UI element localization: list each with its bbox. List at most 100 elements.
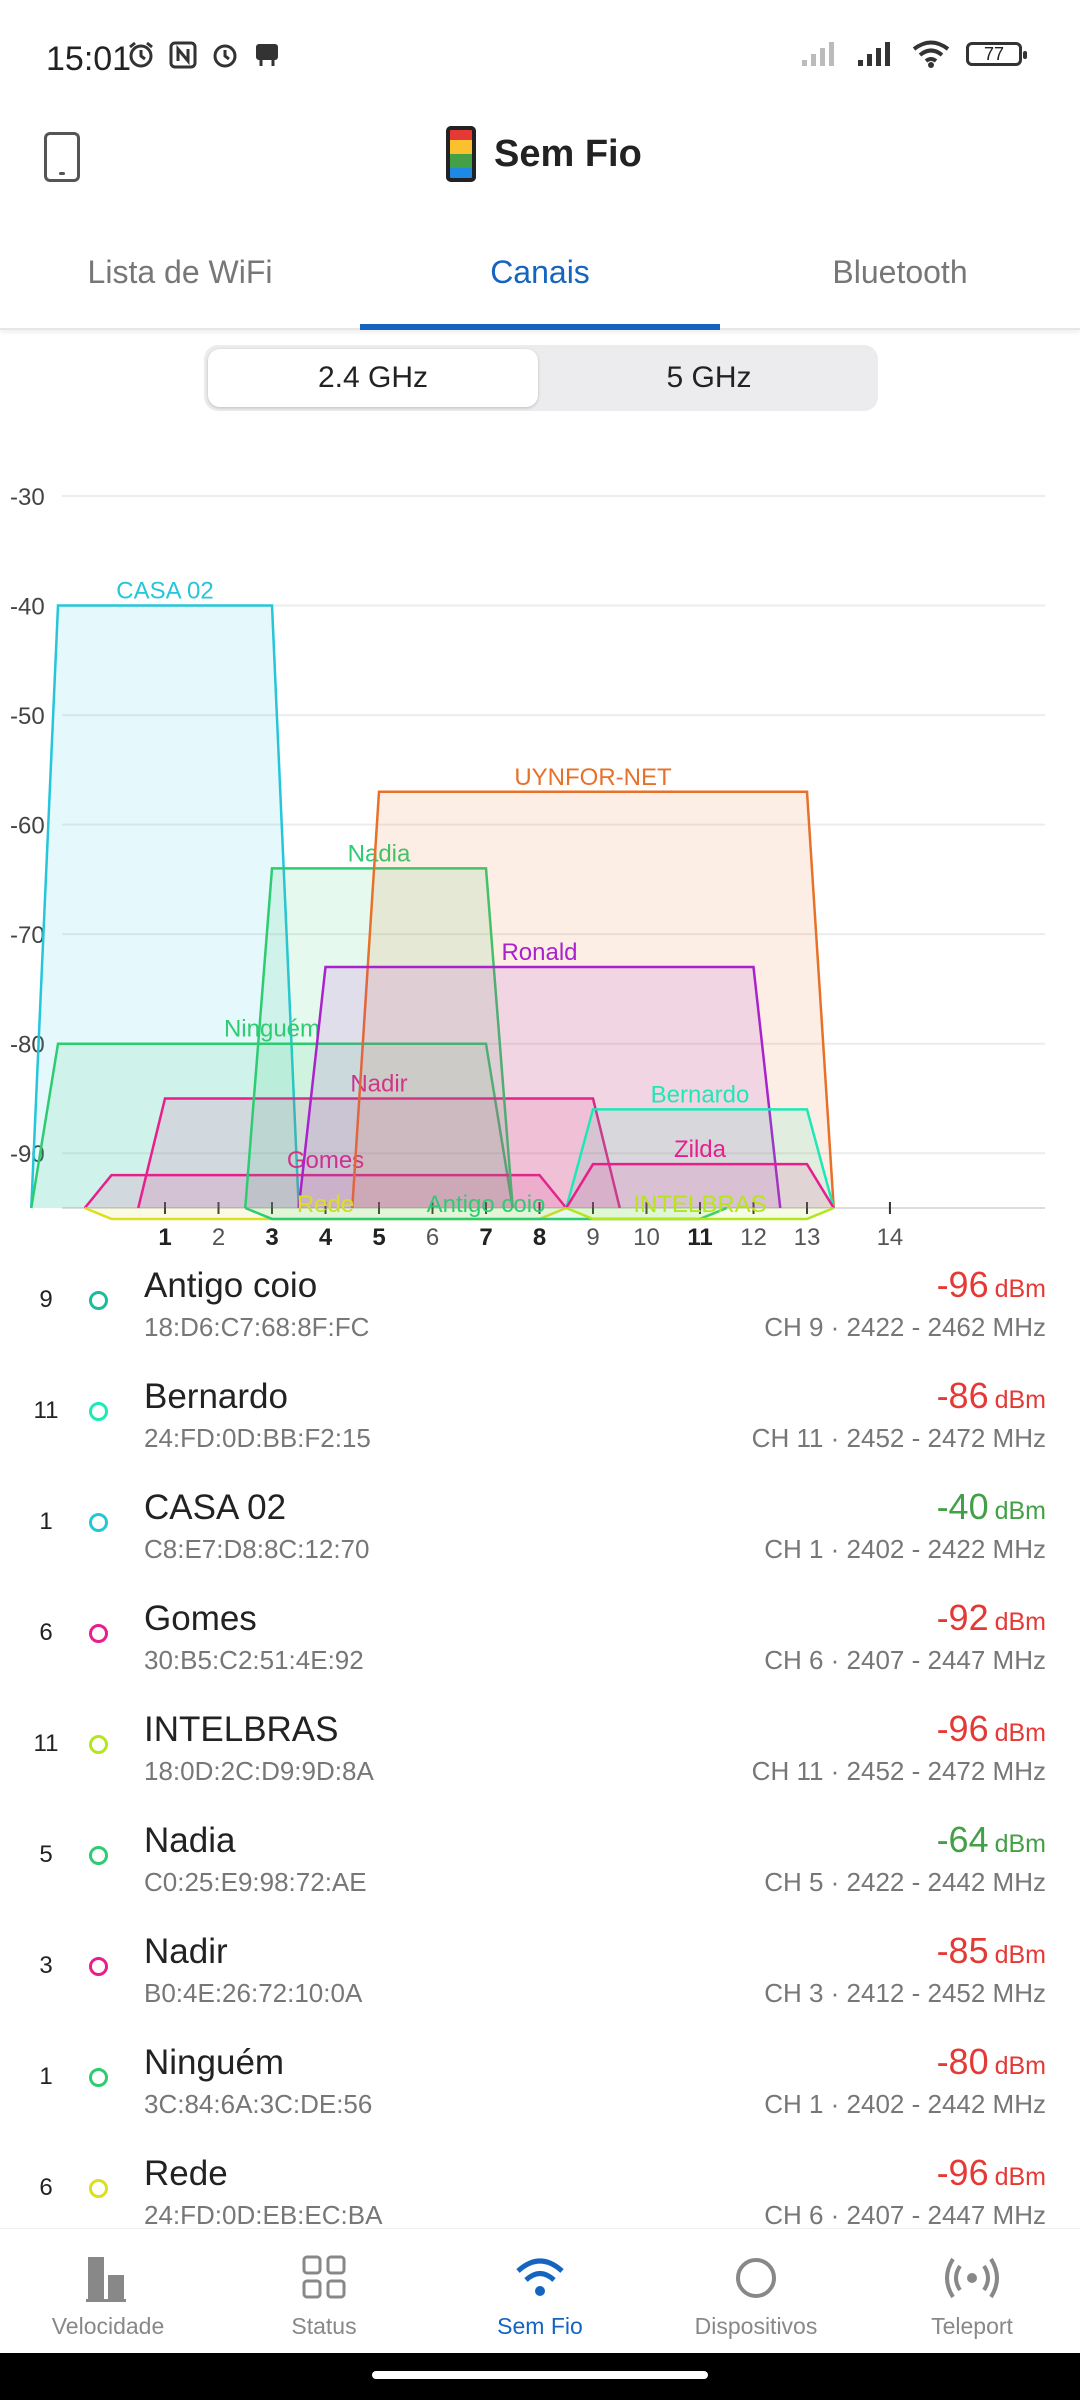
network-bssid: 24:FD:0D:BB:F2:15 xyxy=(144,1423,371,1453)
signal-value: -92 xyxy=(936,1597,989,1638)
signal-value: -85 xyxy=(936,1930,989,1971)
channel-number: 1 xyxy=(39,2063,53,2090)
channel-info: CH 9 · 2422 - 2462 MHz xyxy=(764,1312,1046,1342)
network-row[interactable]: 9 Antigo coio 18:D6:C7:68:8F:FC -96 dBm CH 9 … xyxy=(0,1258,1080,1369)
page-title: Sem Fio xyxy=(494,132,642,175)
alarm-icon xyxy=(213,44,237,68)
status-icons-left xyxy=(126,40,282,70)
channel-info: CH 11 · 2452 - 2472 MHz xyxy=(751,1756,1046,1786)
band-5ghz-button[interactable]: 5 GHz xyxy=(666,361,752,394)
tab-channels[interactable]: Canais xyxy=(490,254,590,290)
channel-chart-svg: -30-40-50-60-70-80-901 2 3 4 5 6 7 8 9 10 11 12 13 14… xyxy=(10,484,1045,1251)
tab-bluetooth[interactable]: Bluetooth xyxy=(832,254,968,290)
network-area xyxy=(244,867,514,1209)
network-label: Ronald xyxy=(501,939,577,966)
x-tick-label: 3 xyxy=(265,1224,278,1250)
network-list: 9 Antigo coio 18:D6:C7:68:8F:FC -96 dBm CH 9 … xyxy=(0,1258,1080,2257)
circle-icon xyxy=(736,2258,776,2298)
grid-icon xyxy=(302,2255,346,2299)
network-row[interactable]: 11 Bernardo 24:FD:0D:BB:F2:15 -86 dBm CH 11 ·… xyxy=(0,1369,1080,1480)
signal-strength: -86 dBm xyxy=(937,1375,1046,1417)
alarm-clock-icon xyxy=(129,41,153,68)
channel-info: CH 5 · 2422 - 2442 MHz xyxy=(764,1867,1046,1897)
gesture-area xyxy=(0,2353,1080,2400)
network-label: Bernardo xyxy=(651,1081,750,1108)
channel-number: 5 xyxy=(39,1841,53,1868)
wifi-icon xyxy=(912,40,950,68)
network-bssid: 30:B5:C2:51:4E:92 xyxy=(144,1645,364,1675)
app-header: Sem Fio xyxy=(0,120,1080,200)
network-bssid: 3C:84:6A:3C:DE:56 xyxy=(144,2089,373,2119)
battery-indicator: 77 xyxy=(966,42,1027,66)
network-row[interactable]: 3 Nadir B0:4E:26:72:10:0A -85 dBm CH 3 · 2412… xyxy=(0,1924,1080,2035)
signal-value: -96 xyxy=(936,1264,989,1305)
signal-strength: -96 dBm xyxy=(937,1708,1046,1750)
signal-unit: dBm xyxy=(994,1830,1046,1858)
status-time: 15:01 xyxy=(46,40,132,78)
x-tick-label: 2 xyxy=(212,1224,225,1250)
network-row[interactable]: 6 Gomes 30:B5:C2:51:4E:92 -92 dBm CH 6 · 2407… xyxy=(0,1591,1080,1702)
status-icons-right: 77 xyxy=(800,40,1027,68)
network-ssid: Antigo coio xyxy=(144,1266,318,1305)
network-row[interactable]: 1 CASA 02 C8:E7:D8:8C:12:70 -40 dBm CH 1 · 24… xyxy=(0,1480,1080,1591)
tab-indicator xyxy=(360,324,720,330)
band-toggle: 2.4 GHz 5 GHz xyxy=(204,345,878,411)
signal-value: -80 xyxy=(936,2041,989,2082)
signal-value: -40 xyxy=(936,1486,989,1527)
nav-label: Teleport xyxy=(931,2313,1013,2339)
network-ssid: Bernardo xyxy=(144,1377,288,1416)
teleport-icon xyxy=(945,2257,999,2299)
network-ssid: CASA 02 xyxy=(144,1488,287,1527)
network-row[interactable]: 11 INTELBRAS 18:0D:2C:D9:9D:8A -96 dBm CH 11 … xyxy=(0,1702,1080,1813)
x-tick-label: 7 xyxy=(479,1224,492,1250)
signal-strength: -40 dBm xyxy=(937,1486,1046,1528)
x-tick-label: 10 xyxy=(633,1224,660,1250)
gesture-handle[interactable] xyxy=(372,2371,708,2379)
network-row[interactable]: 5 Nadia C0:25:E9:98:72:AE -64 dBm CH 5 · 2422… xyxy=(0,1813,1080,1924)
channel-number: 6 xyxy=(39,1619,53,1646)
signal-unit: dBm xyxy=(994,1386,1046,1414)
network-label: Ninguém xyxy=(224,1016,320,1043)
x-tick-label: 5 xyxy=(372,1224,385,1250)
band-24ghz-button[interactable]: 2.4 GHz xyxy=(208,349,538,407)
network-bssid: 18:D6:C7:68:8F:FC xyxy=(144,1312,370,1342)
bottom-nav: Velocidade Status Sem Fio Dispositivos T… xyxy=(0,2228,1080,2354)
network-label: Zilda xyxy=(674,1136,727,1163)
signal-unit: dBm xyxy=(994,1719,1046,1747)
tab-wifi-list[interactable]: Lista de WiFi xyxy=(87,254,273,290)
network-ssid: Gomes xyxy=(144,1599,257,1638)
nav-label: Status xyxy=(291,2313,357,2339)
speed-bars-icon xyxy=(86,2257,126,2302)
signal-strength: -64 dBm xyxy=(937,1819,1046,1861)
channel-info: CH 11 · 2452 - 2472 MHz xyxy=(751,1423,1046,1453)
network-area xyxy=(297,965,782,1209)
network-bssid: C0:25:E9:98:72:AE xyxy=(144,1867,367,1897)
network-color-dot xyxy=(89,2068,108,2087)
signal-value: -86 xyxy=(936,1375,989,1416)
network-area xyxy=(351,790,835,1209)
network-ssid: INTELBRAS xyxy=(144,1710,339,1749)
network-area xyxy=(30,604,300,1209)
signal-icon xyxy=(858,42,890,66)
network-row[interactable]: 1 Ninguém 3C:84:6A:3C:DE:56 -80 dBm CH 1 · 24… xyxy=(0,2035,1080,2146)
signal-value: -64 xyxy=(936,1819,989,1860)
network-row[interactable]: 6 Rede 24:FD:0D:EB:EC:BA -96 dBm CH 6 · 2407 … xyxy=(0,2146,1080,2257)
signal-unit: dBm xyxy=(994,1497,1046,1525)
network-bssid: C8:E7:D8:8C:12:70 xyxy=(144,1534,370,1564)
network-color-dot xyxy=(89,1735,108,1754)
nav-label: Dispositivos xyxy=(694,2313,818,2339)
signal-off-icon xyxy=(802,42,834,66)
network-bssid: B0:4E:26:72:10:0A xyxy=(144,1978,363,2008)
network-label: Rede xyxy=(297,1191,354,1218)
x-tick-label: 11 xyxy=(687,1224,712,1250)
device-icon[interactable] xyxy=(44,132,80,182)
wifi-icon xyxy=(516,2258,564,2296)
status-bar: 15:01 77 xyxy=(0,0,1080,120)
title-wrap: Sem Fio xyxy=(446,126,642,182)
signal-strength: -96 dBm xyxy=(937,1264,1046,1306)
network-label: Nadia xyxy=(348,840,411,867)
y-tick-label: -40 xyxy=(10,594,45,621)
network-bssid: 24:FD:0D:EB:EC:BA xyxy=(144,2200,383,2230)
channel-number: 9 xyxy=(39,1286,53,1313)
signal-unit: dBm xyxy=(994,2052,1046,2080)
